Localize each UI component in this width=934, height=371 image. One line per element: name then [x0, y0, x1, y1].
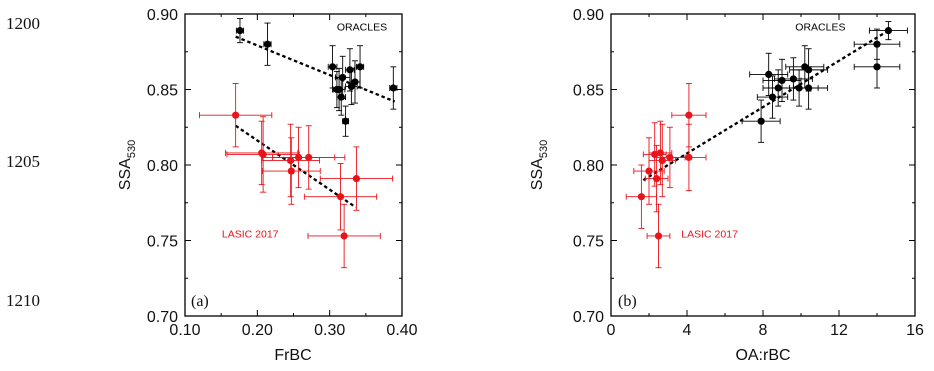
- data-point: [645, 167, 653, 175]
- data-point: [352, 174, 361, 183]
- line-number: 1200: [6, 14, 40, 33]
- x-tick-label: 0.10: [169, 322, 200, 339]
- data-point: [653, 174, 661, 183]
- data-point: [341, 117, 350, 125]
- series-label: LASIC 2017: [222, 228, 279, 240]
- data-point: [259, 150, 267, 159]
- series-labels: ORACLES LASIC 2017: [681, 22, 845, 241]
- data-point: [328, 63, 337, 71]
- x-tick-label: 0.20: [242, 322, 273, 339]
- data-point: [656, 149, 665, 157]
- data-point: [768, 93, 777, 101]
- data-point: [774, 84, 782, 92]
- y-tick-label: 0.75: [147, 234, 178, 251]
- data-point: [340, 232, 348, 240]
- data-point: [356, 63, 364, 71]
- tick-labels: 0 4 8 12 16 0.70 0.75 0.80 0.85 0.90: [573, 7, 924, 339]
- data-point: [805, 84, 813, 92]
- data-point: [805, 66, 813, 74]
- x-tick-label: 0.30: [314, 322, 345, 339]
- data-point: [666, 153, 674, 162]
- data-point: [337, 93, 345, 101]
- y-tick-label: 0.70: [573, 309, 604, 326]
- y-axis-title: SSA530: [117, 140, 138, 190]
- data-point: [263, 40, 272, 48]
- x-tick-label: 0.40: [386, 322, 417, 339]
- x-tick-label: 8: [759, 322, 768, 339]
- data-point: [294, 153, 303, 162]
- data-points: [625, 21, 908, 269]
- data-point: [765, 70, 773, 78]
- series-labels: ORACLES LASIC 2017: [222, 22, 387, 241]
- x-tick-label: 4: [683, 322, 692, 339]
- data-point: [654, 232, 663, 240]
- data-point: [389, 84, 397, 92]
- x-axis-title: FrBC: [274, 347, 311, 364]
- data-point: [339, 73, 347, 82]
- x-axis-title: OA:rBC: [735, 347, 790, 364]
- data-point: [287, 156, 295, 165]
- y-tick-label: 0.85: [573, 83, 604, 100]
- panel-b: 0 4 8 12 16 0.70 0.75 0.80 0.85 0.90 ORACLES LASIC…: [529, 7, 924, 364]
- data-point: [757, 117, 765, 125]
- data-point: [778, 76, 786, 85]
- data-point: [884, 27, 893, 35]
- data-point: [287, 167, 295, 175]
- tick-marks: [184, 13, 403, 317]
- data-point: [236, 27, 244, 35]
- data-point: [651, 150, 659, 159]
- panel-label: (b): [618, 293, 637, 310]
- data-point: [335, 85, 343, 94]
- series-label: LASIC 2017: [681, 228, 738, 240]
- line-number: 1210: [6, 291, 40, 310]
- y-tick-label: 0.90: [573, 7, 604, 24]
- data-point: [873, 40, 881, 48]
- line-number: 1205: [6, 152, 40, 171]
- y-tick-label: 0.75: [573, 234, 604, 251]
- data-point: [685, 111, 693, 119]
- data-point: [795, 84, 803, 92]
- data-point: [305, 153, 313, 162]
- y-tick-label: 0.80: [147, 158, 178, 175]
- y-tick-label: 0.90: [147, 7, 178, 24]
- panel-label: (a): [191, 293, 209, 310]
- tick-marks: [610, 13, 916, 317]
- line-number-column: 1200 1205 1210: [0, 0, 70, 371]
- data-point: [232, 111, 240, 119]
- fit-line: [235, 35, 396, 103]
- data-point: [637, 193, 646, 201]
- data-points: [199, 18, 398, 269]
- y-tick-label: 0.85: [147, 83, 178, 100]
- data-point: [789, 75, 798, 83]
- fit-line: [234, 124, 357, 209]
- data-point: [346, 66, 354, 74]
- y-tick-label: 0.80: [573, 158, 604, 175]
- x-tick-label: 16: [906, 322, 924, 339]
- fit-lines: [234, 35, 396, 209]
- y-axis-title: SSA530: [529, 140, 550, 190]
- series-label: ORACLES: [795, 22, 845, 34]
- panel-a: 0.10 0.20 0.30 0.40 0.70 0.75 0.80 0.85 0.90 ORA…: [117, 7, 418, 364]
- data-point: [336, 193, 345, 201]
- data-point: [351, 78, 359, 86]
- data-point: [873, 63, 881, 71]
- series-label: ORACLES: [337, 22, 387, 34]
- data-point: [658, 156, 666, 165]
- x-tick-label: 12: [830, 322, 848, 339]
- tick-labels: 0.10 0.20 0.30 0.40 0.70 0.75 0.80 0.85 0.90: [147, 7, 418, 339]
- data-point: [685, 153, 693, 162]
- x-tick-label: 0: [607, 322, 616, 339]
- y-tick-label: 0.70: [147, 309, 178, 326]
